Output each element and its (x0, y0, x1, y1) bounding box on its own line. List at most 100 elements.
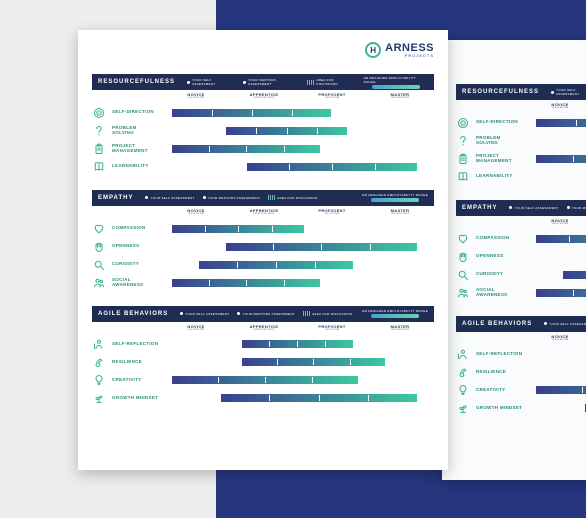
scale-column: PROFICIENT can do it well (298, 208, 366, 216)
page-back: H ARNESS PROJECTS RESOURCEFULNESS YOUR S… (442, 40, 586, 480)
scale-sublabel: can do it well (298, 329, 366, 332)
skill-bar (530, 235, 586, 243)
page-content: RESOURCEFULNESS YOUR SELF ASSESSMENT YOU… (78, 30, 448, 435)
skill-bar (530, 386, 586, 394)
skill-bar (530, 350, 586, 358)
skill-row: GROWTH MINDSET (92, 389, 434, 407)
target-icon (92, 106, 106, 120)
scale-row: NOVICE new to the skill APPRENTICE learn… (456, 216, 586, 230)
legend-mentor: YOUR MENTORS ASSESSMENT (203, 196, 261, 200)
scale-sublabel: can teach others (366, 97, 434, 100)
logo: H ARNESS PROJECTS (365, 42, 434, 58)
skill-label: SOCIAL AWARENESS (476, 288, 524, 298)
skill-row: SELF-DIRECTION (92, 104, 434, 122)
scale-row: NOVICE new to the skill APPRENTICE learn… (456, 332, 586, 346)
legend-mentor: YOUR MENTORS ASSESSMENT (243, 78, 299, 86)
skill-row: OPENNESS (456, 248, 586, 266)
skill-row: COMPASSION (92, 220, 434, 238)
scale-sublabel: can teach others (366, 329, 434, 332)
section-title: RESOURCEFULNESS (462, 89, 539, 95)
logo-text: ARNESS (385, 43, 434, 54)
scale-sublabel: new to the skill (526, 339, 586, 342)
skill-bar (166, 279, 434, 287)
section-title: EMPATHY (462, 205, 497, 211)
heart-icon (92, 222, 106, 236)
logo-subtext: PROJECTS (385, 54, 434, 58)
scale-row: NOVICE new to the skill APPRENTICE learn… (92, 90, 434, 104)
skill-label: PROBLEM SOLVING (112, 126, 160, 136)
section: RESOURCEFULNESS YOUR SELF ASSESSMENT YOU… (92, 74, 434, 176)
logo-mark-icon: H (365, 42, 381, 58)
skill-label: SELF-REFLECTION (476, 352, 524, 357)
skill-row: CREATIVITY (92, 371, 434, 389)
section: EMPATHY YOUR SELF ASSESSMENT YOUR MENTOR… (456, 200, 586, 302)
skill-bar (530, 368, 586, 376)
legend-mentor: YOUR MENTORS ASSESSMENT (237, 312, 295, 316)
scale-sublabel: can do it well (298, 97, 366, 100)
skill-label: GROWTH MINDSET (476, 406, 524, 411)
scale-column: MASTER can teach others (366, 324, 434, 332)
skill-label: PROJECT MANAGEMENT (112, 144, 160, 154)
flex-icon (456, 365, 470, 379)
magnify-icon (92, 258, 106, 272)
section-title: RESOURCEFULNESS (98, 79, 175, 85)
section-header: EMPATHY YOUR SELF ASSESSMENT YOUR MENTOR… (92, 190, 434, 206)
scale-sublabel: new to the skill (526, 107, 586, 110)
skill-row: SOCIAL AWARENESS (456, 284, 586, 302)
skill-label: CURIOSITY (112, 262, 160, 267)
magnify-icon (456, 268, 470, 282)
skill-row: CURIOSITY (92, 256, 434, 274)
scale-sublabel: new to the skill (162, 329, 230, 332)
skill-row: CURIOSITY (456, 266, 586, 284)
scale-row: NOVICE new to the skill APPRENTICE learn… (92, 206, 434, 220)
scale-sublabel: learning the basics (230, 97, 298, 100)
skill-bar (166, 340, 434, 348)
bulb-icon (92, 373, 106, 387)
skill-bar (530, 271, 586, 279)
skill-label: PROBLEM SOLVING (476, 136, 524, 146)
skill-bar (530, 119, 586, 127)
legend-self: YOUR SELF ASSESSMENT (509, 206, 558, 210)
plant-icon (92, 391, 106, 405)
scale-sublabel: can teach others (366, 213, 434, 216)
scale-column: NOVICE new to the skill (526, 334, 586, 342)
skill-label: GROWTH MINDSET (112, 396, 160, 401)
skill-bar (166, 394, 434, 402)
skill-bar (166, 109, 434, 117)
skill-label: COMPASSION (476, 236, 524, 241)
skill-bar (530, 155, 586, 163)
skill-label: SOCIAL AWARENESS (112, 278, 160, 288)
skill-bar (530, 173, 586, 181)
skill-row: SOCIAL AWARENESS (92, 274, 434, 292)
skill-label: CURIOSITY (476, 272, 524, 277)
section: AGILE BEHAVIORS YOUR SELF ASSESSMENT YOU… (456, 316, 586, 418)
skill-label: LEARNABILITY (476, 174, 524, 179)
scale-column: NOVICE new to the skill (162, 324, 230, 332)
section: EMPATHY YOUR SELF ASSESSMENT YOUR MENTOR… (92, 190, 434, 292)
section: RESOURCEFULNESS YOUR SELF ASSESSMENT YOU… (456, 84, 586, 186)
section-title: AGILE BEHAVIORS (98, 311, 168, 317)
scale-row: NOVICE new to the skill APPRENTICE learn… (456, 100, 586, 114)
skill-row: SELF-REFLECTION (92, 335, 434, 353)
skill-row: SELF-REFLECTION (456, 345, 586, 363)
skill-label: RESILIENCE (476, 370, 524, 375)
section-title: AGILE BEHAVIORS (462, 321, 532, 327)
section-header: AGILE BEHAVIORS YOUR SELF ASSESSMENT YOU… (92, 306, 434, 322)
skill-bar (166, 225, 434, 233)
section: AGILE BEHAVIORS YOUR SELF ASSESSMENT YOU… (92, 306, 434, 408)
skill-row: RESILIENCE (92, 353, 434, 371)
book-icon (92, 160, 106, 174)
skill-label: SELF-DIRECTION (476, 120, 524, 125)
skill-bar (166, 261, 434, 269)
scale-column: MASTER can teach others (366, 92, 434, 100)
scale-column: PROFICIENT can do it well (298, 324, 366, 332)
skill-label: CREATIVITY (476, 388, 524, 393)
skill-row: PROJECT MANAGEMENT (92, 140, 434, 158)
scale-column: APPRENTICE learning the basics (230, 324, 298, 332)
skill-label: OPENNESS (112, 244, 160, 249)
skill-bar (166, 163, 434, 171)
legend-badge: HR DESIGNED EMPLOYABILITY RANGE (362, 193, 428, 202)
legend-area: AREA FOR DISCUSSION (303, 311, 352, 316)
heart-icon (456, 232, 470, 246)
page-front: H ARNESS PROJECTS RESOURCEFULNESS YOUR S… (78, 30, 448, 470)
